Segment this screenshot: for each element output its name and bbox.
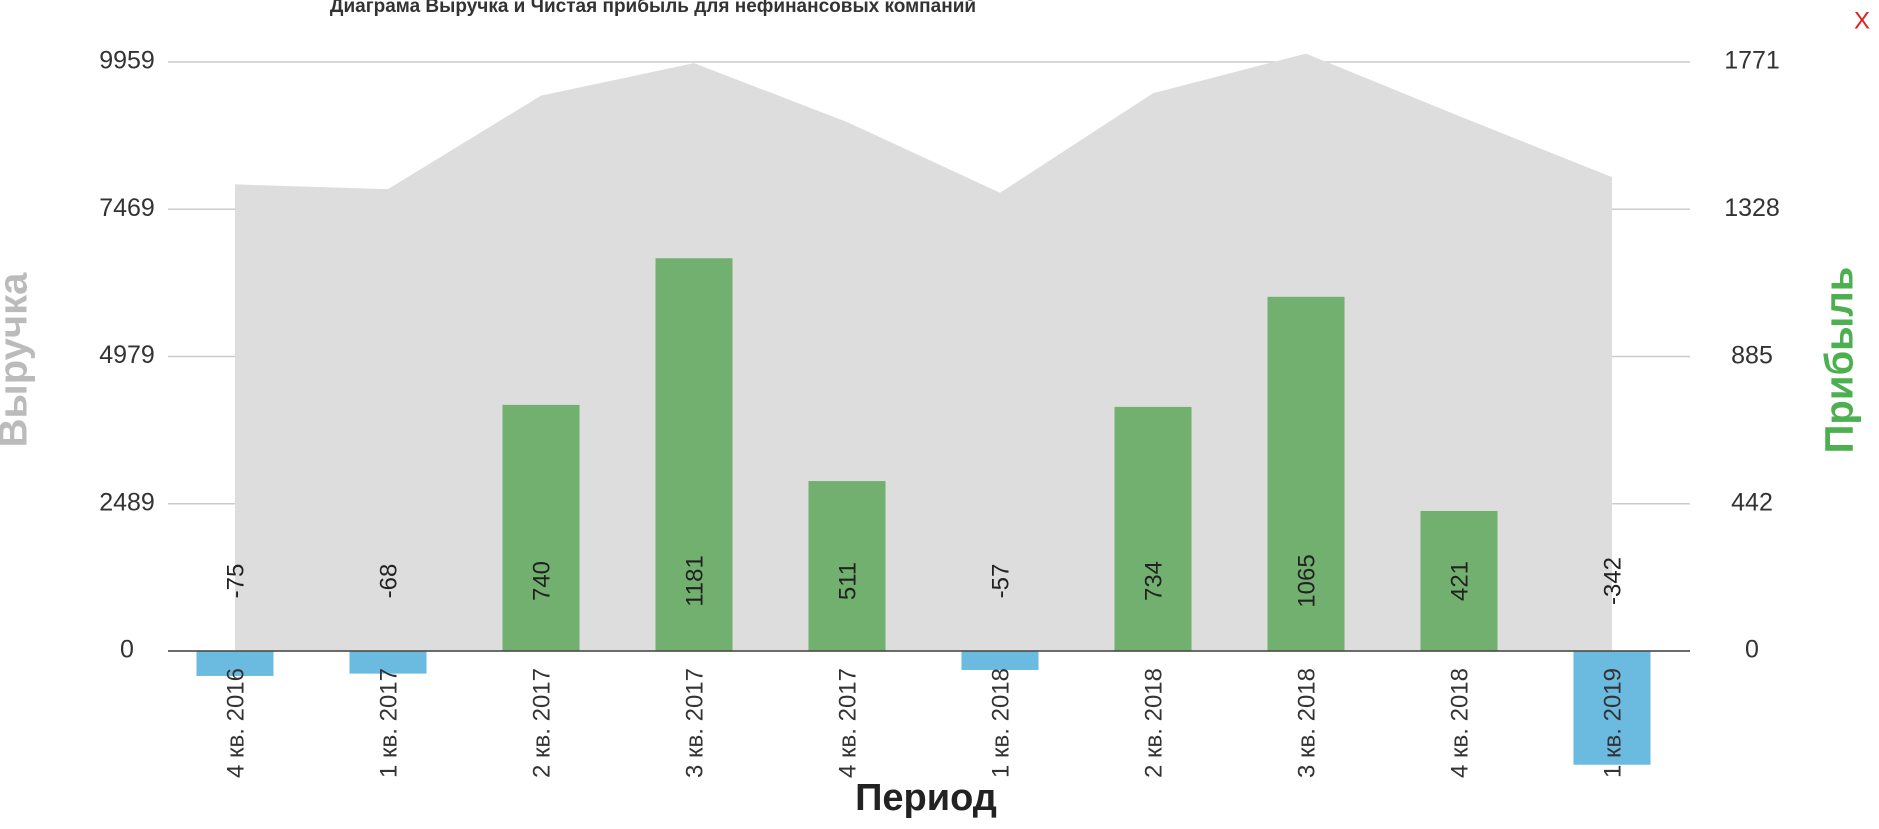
x-tick-label: 2 кв. 2018: [1140, 668, 1167, 778]
x-tick-label: 1 кв. 2018: [987, 668, 1014, 778]
value-label: 511: [834, 562, 861, 600]
y-tick-label: 9959: [99, 47, 155, 75]
x-tick-label: 2 кв. 2017: [528, 668, 555, 778]
bar: [961, 651, 1039, 670]
area: [235, 53, 1612, 652]
bar: [1573, 651, 1651, 765]
value-label: 1065: [1293, 554, 1320, 607]
bar: [1114, 406, 1192, 651]
y-tick-label: 4979: [99, 341, 155, 369]
x-tick-label: 1 кв. 2017: [375, 668, 402, 778]
x-axis-title: Период: [855, 777, 997, 819]
y2-tick-label: 885: [1731, 341, 1773, 369]
value-label: 740: [528, 561, 555, 601]
x-tick-label: 4 кв. 2016: [222, 668, 249, 778]
y2-axis-title: Прибыль: [1818, 267, 1862, 454]
bar: [502, 404, 580, 651]
bar: [1267, 296, 1345, 651]
x-tick-label: 3 кв. 2017: [681, 668, 708, 778]
x-tick-label: 1 кв. 2019: [1599, 668, 1626, 778]
value-label: -75: [222, 564, 249, 599]
y-tick-label: 0: [120, 636, 134, 664]
value-label: 734: [1140, 561, 1167, 601]
bar: [1420, 510, 1498, 651]
value-label: 421: [1446, 561, 1473, 601]
value-label: -57: [987, 564, 1014, 599]
bar: [196, 651, 274, 676]
x-tick-label: 4 кв. 2018: [1446, 668, 1473, 778]
chart-title: Диаграма Выручка и Чистая прибыль для не…: [330, 0, 976, 17]
value-label: -342: [1599, 557, 1626, 605]
x-tick-label: 3 кв. 2018: [1293, 668, 1320, 778]
value-label: -68: [375, 564, 402, 599]
y2-tick-label: 0: [1745, 636, 1759, 664]
y-axis-title: Выручка: [0, 272, 36, 447]
bar: [655, 258, 733, 651]
x-tick-label: 4 кв. 2017: [834, 668, 861, 778]
bar: [349, 651, 427, 674]
y-tick-label: 7469: [99, 194, 155, 222]
close-button[interactable]: X: [1854, 7, 1870, 34]
y2-tick-label: 1328: [1724, 194, 1780, 222]
y2-tick-label: 442: [1731, 489, 1773, 517]
y-tick-label: 2489: [99, 488, 155, 516]
value-label: 1181: [681, 555, 708, 607]
y2-tick-label: 1771: [1724, 47, 1780, 75]
bar: [808, 481, 886, 651]
